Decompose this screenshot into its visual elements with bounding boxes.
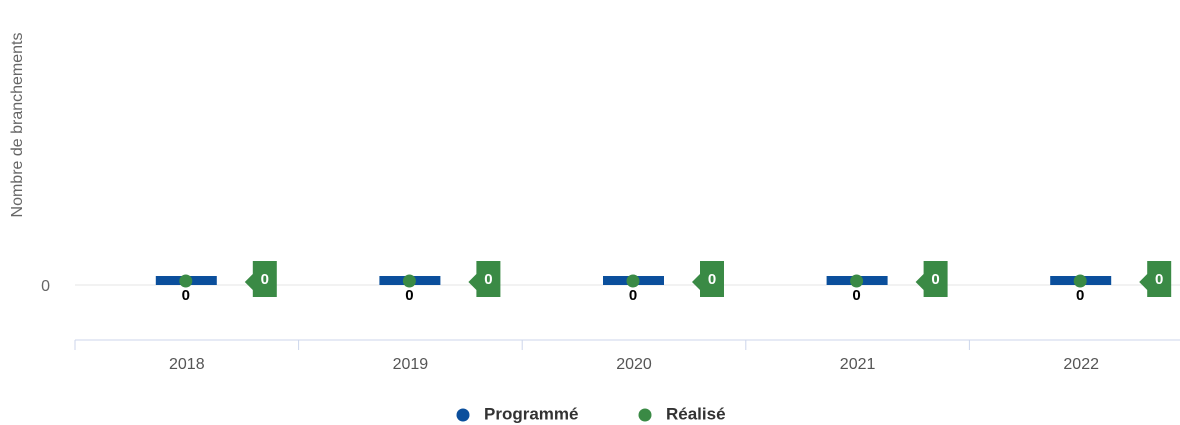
data-label: 0	[931, 271, 939, 288]
data-label: 0	[405, 287, 413, 304]
x-tick-label: 2018	[169, 356, 205, 373]
marker	[179, 274, 193, 288]
callout	[915, 261, 948, 297]
y-axis-title: Nombre de branchements	[9, 33, 26, 218]
data-label: 0	[182, 287, 190, 304]
callout	[1139, 261, 1172, 297]
data-label: 0	[708, 271, 716, 288]
x-tick-label: 2021	[840, 356, 876, 373]
marker	[402, 274, 416, 288]
callout	[244, 261, 277, 297]
callout	[468, 261, 501, 297]
legend-label: Programmé	[484, 404, 578, 423]
x-tick-label: 2019	[393, 356, 429, 373]
legend-label: Réalisé	[666, 404, 726, 423]
data-label: 0	[1155, 271, 1163, 288]
data-label: 0	[629, 287, 637, 304]
data-label: 0	[261, 271, 269, 288]
data-label: 0	[852, 287, 860, 304]
legend-symbol	[456, 408, 470, 422]
data-label: 0	[484, 271, 492, 288]
y-tick-label: 0	[41, 278, 50, 295]
data-label: 0	[1076, 287, 1084, 304]
legend-symbol	[638, 408, 652, 422]
marker	[1073, 274, 1087, 288]
marker	[626, 274, 640, 288]
x-tick-label: 2022	[1063, 356, 1099, 373]
marker	[850, 274, 864, 288]
callout	[692, 261, 724, 297]
x-tick-label: 2020	[616, 356, 652, 373]
